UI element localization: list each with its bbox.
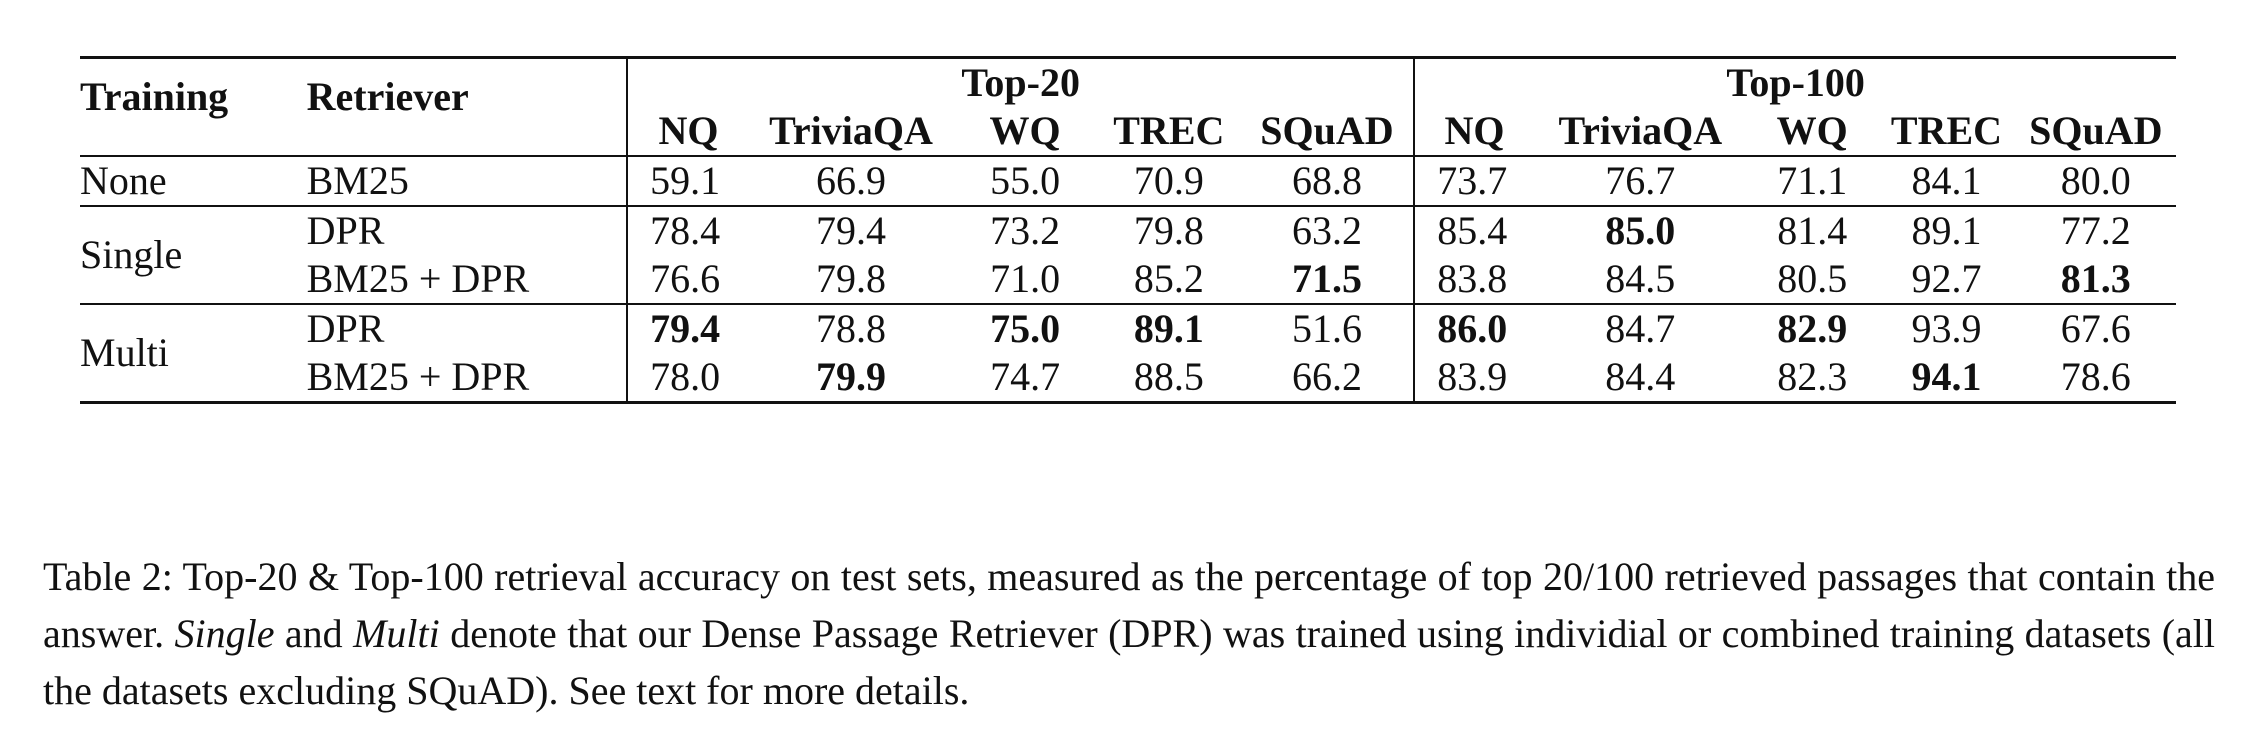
header-top20-nq: NQ (626, 107, 749, 156)
cell-top100: 94.1 (1911, 354, 1982, 399)
row-retriever-label: DPR (306, 208, 385, 253)
row-retriever-label: BM25 + DPR (306, 354, 530, 399)
caption-text-2: denote that our Dense Passage Retriever … (43, 611, 2215, 713)
cell-top100: 89.1 (1911, 208, 1982, 253)
cell-top100: 84.4 (1605, 354, 1676, 399)
cell-top100: 81.3 (2060, 256, 2131, 301)
cell-top100: 77.2 (2060, 208, 2131, 253)
row-training-label: Multi (80, 330, 169, 375)
cell-top20: 68.8 (1291, 158, 1362, 203)
header-top100-triviaqa: TriviaQA (1558, 108, 1723, 153)
cell-top100: 83.9 (1413, 353, 1534, 403)
row-retriever-label: BM25 (306, 158, 409, 203)
row-training-label: Single (80, 232, 183, 277)
cell-top100: 85.0 (1605, 208, 1676, 253)
header-top20-squad: SQuAD (1260, 108, 1394, 153)
cell-top100: 93.9 (1911, 306, 1982, 351)
header-top100-squad: SQuAD (2029, 108, 2163, 153)
row-training-label: None (80, 158, 167, 203)
table-caption: Table 2: Top-20 & Top-100 retrieval accu… (43, 548, 2215, 719)
cell-top20: 78.4 (626, 206, 749, 255)
cell-top100: 80.0 (2060, 158, 2131, 203)
header-top100-wq: WQ (1776, 108, 1848, 153)
cell-top100: 81.4 (1777, 208, 1848, 253)
cell-top20: 78.8 (816, 306, 887, 351)
caption-single: Single (174, 611, 275, 656)
cell-top20: 76.6 (626, 255, 749, 304)
results-table: Training Retriever Top-20 Top-100 NQ Triv… (80, 56, 2176, 404)
cell-top20: 51.6 (1291, 306, 1362, 351)
header-retriever: Retriever (306, 74, 469, 119)
table-row: BM25 + DPR 76.6 79.8 71.0 85.2 71.5 83.8 84.5 80… (80, 255, 2176, 304)
caption-multi: Multi (353, 611, 440, 656)
cell-top20: 73.2 (990, 208, 1061, 253)
row-retriever-label: DPR (306, 306, 385, 351)
cell-top100: 80.5 (1777, 256, 1848, 301)
cell-top100: 92.7 (1911, 256, 1982, 301)
header-top100-nq: NQ (1413, 107, 1534, 156)
cell-top20: 71.0 (990, 256, 1061, 301)
header-top20: Top-20 (626, 57, 1415, 107)
cell-top100: 76.7 (1605, 158, 1676, 203)
caption-and: and (274, 611, 354, 656)
cell-top20: 70.9 (1133, 158, 1204, 203)
cell-top100: 73.7 (1413, 156, 1534, 206)
header-training: Training (80, 74, 229, 119)
table-row: None BM25 59.1 66.9 55.0 70.9 68.8 73.7 76.7 71.1… (80, 156, 2176, 206)
cell-top20: 79.8 (816, 256, 887, 301)
cell-top20: 79.8 (1133, 208, 1204, 253)
row-retriever-label: BM25 + DPR (306, 256, 530, 301)
header-top20-triviaqa: TriviaQA (769, 108, 933, 153)
cell-top100: 82.9 (1777, 306, 1848, 351)
cell-top20: 75.0 (990, 306, 1061, 351)
cell-top20: 78.0 (626, 353, 749, 403)
header-top20-trec: TREC (1113, 108, 1225, 153)
cell-top100: 78.6 (2060, 354, 2131, 399)
cell-top20: 88.5 (1133, 354, 1204, 399)
cell-top20: 55.0 (990, 158, 1061, 203)
cell-top100: 82.3 (1777, 354, 1848, 399)
header-top100: Top-100 (1413, 57, 2176, 107)
dataset-header-row: NQ TriviaQA WQ TREC SQuAD NQ TriviaQA WQ TREC SQu… (80, 107, 2176, 156)
table-row: Multi DPR 79.4 78.8 75.0 89.1 51.6 86.0 84.7 82.9… (80, 304, 2176, 375)
cell-top100: 84.7 (1605, 306, 1676, 351)
cell-top20: 63.2 (1291, 208, 1362, 253)
cell-top20: 79.9 (816, 354, 887, 399)
cell-top20: 85.2 (1133, 256, 1204, 301)
cell-top20: 79.4 (626, 304, 749, 353)
cell-top100: 84.1 (1911, 158, 1982, 203)
cell-top20: 66.9 (816, 158, 887, 203)
cell-top100: 67.6 (2060, 306, 2131, 351)
cell-top20: 79.4 (816, 208, 887, 253)
cell-top20: 66.2 (1291, 354, 1362, 399)
cell-top20: 71.5 (1291, 256, 1362, 301)
cell-top100: 83.8 (1413, 255, 1534, 304)
header-top20-wq: WQ (989, 108, 1061, 153)
cell-top100: 71.1 (1777, 158, 1848, 203)
cell-top100: 86.0 (1413, 304, 1534, 353)
table-row: BM25 + DPR 78.0 79.9 74.7 88.5 66.2 83.9 84.4 82… (80, 353, 2176, 403)
caption-text-1: Table 2: Top-20 & Top-100 retrieval accu… (43, 554, 2215, 656)
table-row: Single DPR 78.4 79.4 73.2 79.8 63.2 85.4 85.0 81.… (80, 206, 2176, 277)
cell-top20: 89.1 (1133, 306, 1204, 351)
cell-top100: 85.4 (1413, 206, 1534, 255)
cell-top20: 74.7 (990, 354, 1061, 399)
header-top100-trec: TREC (1890, 108, 2003, 153)
table-body: None BM25 59.1 66.9 55.0 70.9 68.8 73.7 76.7 71.1… (80, 156, 2176, 403)
cell-top20: 59.1 (626, 156, 749, 206)
cell-top100: 84.5 (1605, 256, 1676, 301)
